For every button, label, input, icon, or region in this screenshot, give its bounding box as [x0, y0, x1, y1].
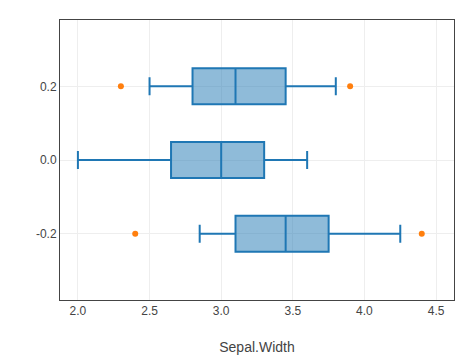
svg-text:2.5: 2.5 [141, 304, 158, 318]
svg-text:0.0: 0.0 [40, 153, 57, 167]
svg-text:0.2: 0.2 [40, 80, 57, 94]
svg-text:2.0: 2.0 [70, 304, 87, 318]
svg-text:-0.2: -0.2 [36, 227, 57, 241]
svg-text:4.5: 4.5 [428, 304, 445, 318]
svg-text:3.0: 3.0 [213, 304, 230, 318]
svg-text:4.0: 4.0 [356, 304, 373, 318]
svg-text:3.5: 3.5 [284, 304, 301, 318]
svg-text:Sepal.Width: Sepal.Width [219, 339, 294, 355]
